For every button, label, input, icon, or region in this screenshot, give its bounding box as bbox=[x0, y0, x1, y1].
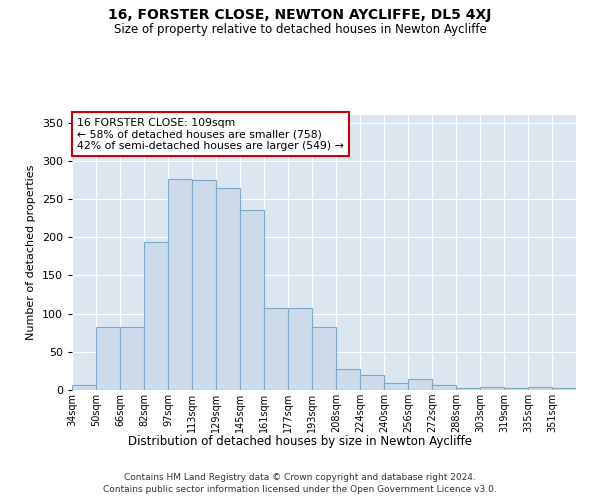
Bar bbox=[456, 388, 480, 390]
Text: 16 FORSTER CLOSE: 109sqm
← 58% of detached houses are smaller (758)
42% of semi-: 16 FORSTER CLOSE: 109sqm ← 58% of detach… bbox=[77, 118, 344, 151]
Bar bbox=[432, 386, 456, 390]
Bar bbox=[312, 328, 336, 390]
Text: Size of property relative to detached houses in Newton Aycliffe: Size of property relative to detached ho… bbox=[113, 22, 487, 36]
Bar bbox=[72, 386, 96, 390]
Bar bbox=[384, 383, 408, 390]
Bar bbox=[504, 388, 528, 390]
Text: Contains public sector information licensed under the Open Government Licence v3: Contains public sector information licen… bbox=[103, 485, 497, 494]
Bar bbox=[552, 388, 576, 390]
Bar bbox=[288, 308, 312, 390]
Bar bbox=[168, 179, 192, 390]
Bar bbox=[240, 210, 264, 390]
Bar bbox=[264, 308, 288, 390]
Bar bbox=[528, 387, 552, 390]
Bar bbox=[120, 328, 144, 390]
Bar bbox=[144, 242, 168, 390]
Text: Distribution of detached houses by size in Newton Aycliffe: Distribution of detached houses by size … bbox=[128, 435, 472, 448]
Bar bbox=[360, 376, 384, 390]
Bar bbox=[480, 387, 504, 390]
Text: Contains HM Land Registry data © Crown copyright and database right 2024.: Contains HM Land Registry data © Crown c… bbox=[124, 472, 476, 482]
Y-axis label: Number of detached properties: Number of detached properties bbox=[26, 165, 36, 340]
Bar bbox=[216, 188, 240, 390]
Bar bbox=[192, 180, 216, 390]
Bar bbox=[336, 370, 360, 390]
Text: 16, FORSTER CLOSE, NEWTON AYCLIFFE, DL5 4XJ: 16, FORSTER CLOSE, NEWTON AYCLIFFE, DL5 … bbox=[109, 8, 491, 22]
Bar bbox=[96, 328, 120, 390]
Bar bbox=[408, 380, 432, 390]
